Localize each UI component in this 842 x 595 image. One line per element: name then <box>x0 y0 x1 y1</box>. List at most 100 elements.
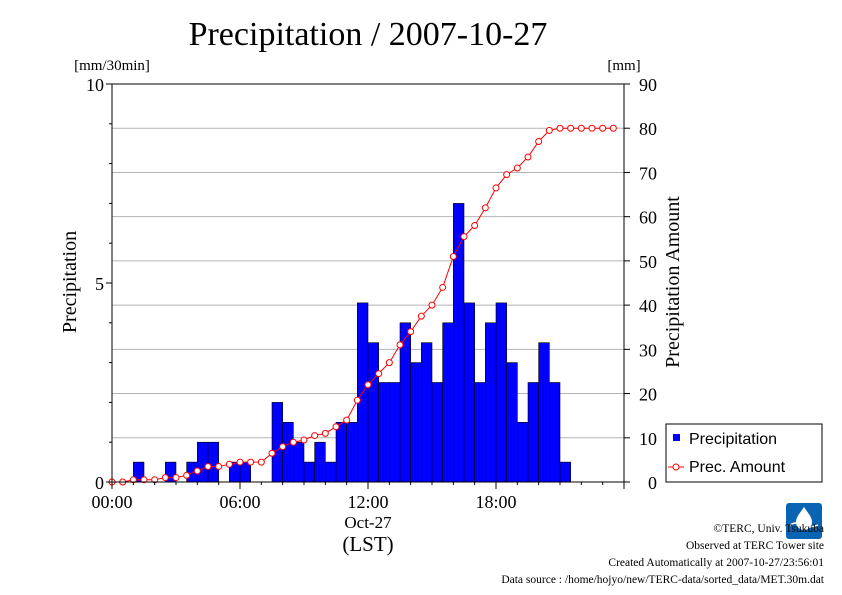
created-text: Created Automatically at 2007-10-27/23:5… <box>608 557 824 569</box>
left-axis-unit: [mm/30min] <box>74 58 150 74</box>
precipitation-bar <box>335 421 347 483</box>
x-axis-title: (LST) <box>342 532 393 556</box>
right-tick-label: 10 <box>639 429 657 449</box>
amount-point <box>588 124 596 132</box>
amount-point <box>247 458 255 466</box>
source-text: Data source : /home/hojyo/new/TERC-data/… <box>501 574 824 586</box>
precipitation-bar <box>485 322 497 483</box>
right-tick-label: 0 <box>648 473 657 493</box>
precipitation-bar <box>506 362 518 483</box>
precipitation-bar <box>314 441 326 483</box>
amount-point <box>407 328 415 336</box>
precipitation-bar <box>293 441 305 483</box>
amount-point <box>449 252 457 260</box>
amount-point <box>215 463 223 471</box>
x-tick-label: 06:00 <box>219 492 260 512</box>
precipitation-bar <box>549 382 561 483</box>
x-tick-label: 12:00 <box>347 492 388 512</box>
precipitation-bar <box>197 441 209 483</box>
left-axis-title: Precipitation <box>59 231 81 333</box>
amount-point <box>183 471 191 479</box>
right-axis-title: Precipitation Amount <box>662 196 684 368</box>
amount-point <box>428 301 436 309</box>
amount-point <box>300 436 308 444</box>
right-tick-label: 60 <box>639 208 657 228</box>
precipitation-bar <box>271 402 283 483</box>
right-tick-label: 80 <box>639 119 657 139</box>
amount-point <box>204 463 212 471</box>
amount-point <box>343 416 351 424</box>
x-tick-label: 00:00 <box>91 492 132 512</box>
amount-point <box>140 476 148 484</box>
legend-box <box>665 423 823 483</box>
precipitation-bar <box>463 302 475 483</box>
amount-point <box>332 423 340 431</box>
amount-point <box>577 124 585 132</box>
precipitation-bar <box>517 421 529 483</box>
amount-point <box>311 432 319 440</box>
precipitation-bar <box>325 461 337 483</box>
chart-title: Precipitation / 2007-10-27 <box>189 16 548 53</box>
amount-point <box>385 359 393 367</box>
copyright-text: ©TERC, Univ. Tsukuba <box>713 523 824 535</box>
amount-point <box>492 184 500 192</box>
amount-point <box>225 460 233 468</box>
right-tick-label: 50 <box>639 252 657 272</box>
amount-point <box>503 171 511 179</box>
amount-point <box>609 124 617 132</box>
precipitation-bar <box>282 421 294 483</box>
x-tick-label: 18:00 <box>475 492 516 512</box>
amount-point <box>513 164 521 172</box>
plot-frame <box>111 83 625 483</box>
amount-point <box>417 312 425 320</box>
left-tick-label: 5 <box>95 274 104 294</box>
precipitation-bar <box>207 441 219 483</box>
precipitation-bar <box>378 382 390 483</box>
amount-point <box>439 283 447 291</box>
precipitation-bars <box>133 203 571 483</box>
amount-point <box>353 396 361 404</box>
right-axis-unit: [mm] <box>607 58 640 74</box>
legend-marker <box>672 463 680 471</box>
amount-point <box>279 443 287 451</box>
amount-point <box>161 474 169 482</box>
amount-point <box>535 137 543 145</box>
amount-point <box>556 124 564 132</box>
left-tick-label: 0 <box>95 473 104 493</box>
amount-point <box>289 438 297 446</box>
amount-point <box>396 341 404 349</box>
precipitation-bar <box>527 382 539 483</box>
amount-point <box>481 204 489 212</box>
amount-point <box>545 126 553 134</box>
amount-point <box>364 381 372 389</box>
precipitation-bar <box>346 421 358 483</box>
right-tick-label: 20 <box>639 385 657 405</box>
left-tick-label: 10 <box>86 75 104 95</box>
right-tick-label: 70 <box>639 163 657 183</box>
x-axis-date: Oct-27 <box>344 513 392 532</box>
amount-point <box>524 153 532 161</box>
precipitation-bar <box>389 382 401 483</box>
amount-point <box>193 467 201 475</box>
amount-point <box>567 124 575 132</box>
amount-point <box>321 429 329 437</box>
amount-point <box>257 458 265 466</box>
precipitation-bar <box>367 342 379 483</box>
precipitation-bar <box>474 382 486 483</box>
terc-logo <box>786 503 822 539</box>
right-tick-label: 30 <box>639 340 657 360</box>
precipitation-bar <box>410 362 422 483</box>
right-tick-label: 40 <box>639 296 657 316</box>
precipitation-bar <box>421 342 433 483</box>
amount-point <box>471 222 479 230</box>
precipitation-bar <box>495 302 507 483</box>
amount-point <box>460 233 468 241</box>
precipitation-bar <box>303 461 315 483</box>
precipitation-bar <box>559 461 571 483</box>
right-tick-label: 90 <box>639 75 657 95</box>
terc-logo-icon <box>786 503 822 539</box>
precipitation-bar <box>442 322 454 483</box>
legend-item-precipitation: Precipitation <box>689 431 777 448</box>
amount-point <box>172 474 180 482</box>
